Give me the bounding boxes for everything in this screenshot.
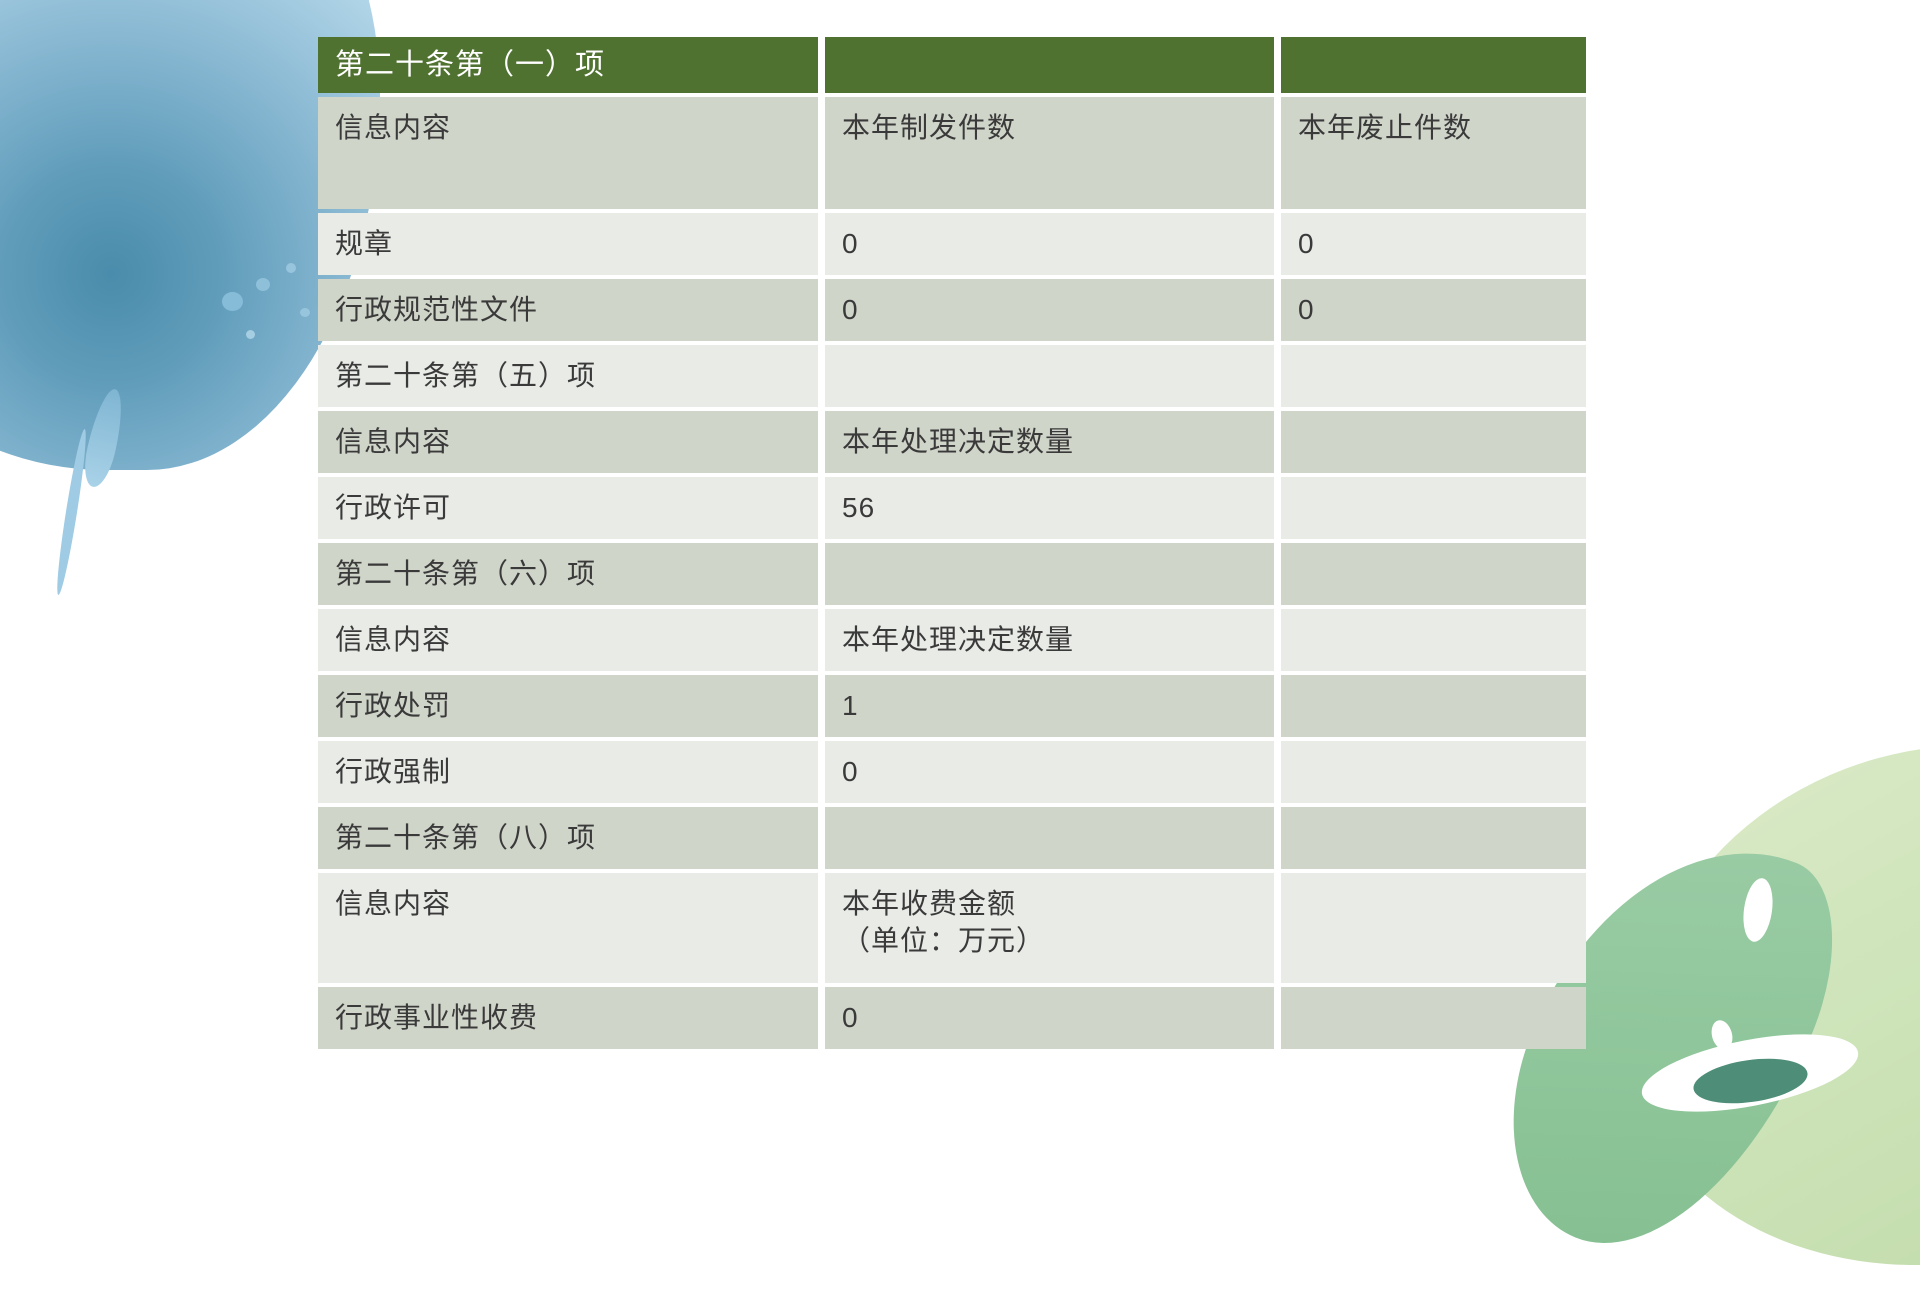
cell-value: 1 xyxy=(825,675,1274,737)
cell-value: 0 xyxy=(825,987,1274,1049)
cell-label: 规章 xyxy=(318,213,818,275)
cell-empty xyxy=(1281,411,1586,473)
cell-empty xyxy=(825,807,1274,869)
section-title: 第二十条第（一）项 xyxy=(318,37,818,93)
cell-column-header: 本年处理决定数量 xyxy=(825,609,1274,671)
cell-label: 信息内容 xyxy=(318,411,818,473)
cell-label: 行政处罚 xyxy=(318,675,818,737)
blue-splash-droplet xyxy=(286,263,296,273)
header-cell-empty xyxy=(1281,37,1586,93)
cell-empty xyxy=(1281,477,1586,539)
cell-label: 信息内容 xyxy=(318,609,818,671)
section-title: 第二十条第（六）项 xyxy=(318,543,818,605)
section-title: 第二十条第（五）项 xyxy=(318,345,818,407)
cell-value: 0 xyxy=(825,279,1274,341)
cell-label: 行政规范性文件 xyxy=(318,279,818,341)
cell-empty xyxy=(1281,345,1586,407)
cell-label: 行政强制 xyxy=(318,741,818,803)
cell-value: 0 xyxy=(1281,213,1586,275)
cell-empty xyxy=(1281,609,1586,671)
cell-empty xyxy=(1281,987,1586,1049)
cell-empty xyxy=(1281,807,1586,869)
cell-empty xyxy=(1281,543,1586,605)
cell-label: 信息内容 xyxy=(318,873,818,983)
blue-splash-droplet xyxy=(246,330,255,339)
cell-column-header: 本年收费金额 （单位：万元） xyxy=(825,873,1274,983)
cell-value: 0 xyxy=(825,741,1274,803)
cell-value: 0 xyxy=(825,213,1274,275)
cell-empty xyxy=(1281,873,1586,983)
cell-empty xyxy=(1281,741,1586,803)
cell-empty xyxy=(1281,675,1586,737)
blue-splash-droplet xyxy=(222,292,243,311)
blue-splash-droplet xyxy=(300,308,310,317)
header-cell-empty xyxy=(825,37,1274,93)
cell-column-header: 本年处理决定数量 xyxy=(825,411,1274,473)
cell-column-header: 本年制发件数 xyxy=(825,97,1274,209)
section-title: 第二十条第（八）项 xyxy=(318,807,818,869)
cell-column-header: 本年废止件数 xyxy=(1281,97,1586,209)
cell-value: 56 xyxy=(825,477,1274,539)
cell-value: 0 xyxy=(1281,279,1586,341)
cell-empty xyxy=(825,345,1274,407)
cell-label: 行政许可 xyxy=(318,477,818,539)
statistics-table: 第二十条第（一）项 信息内容 本年制发件数 本年废止件数 规章 0 0 行政规范… xyxy=(318,37,1586,1049)
cell-empty xyxy=(825,543,1274,605)
blue-splash-droplet xyxy=(256,278,270,291)
cell-label: 行政事业性收费 xyxy=(318,987,818,1049)
cell-label: 信息内容 xyxy=(318,97,818,209)
